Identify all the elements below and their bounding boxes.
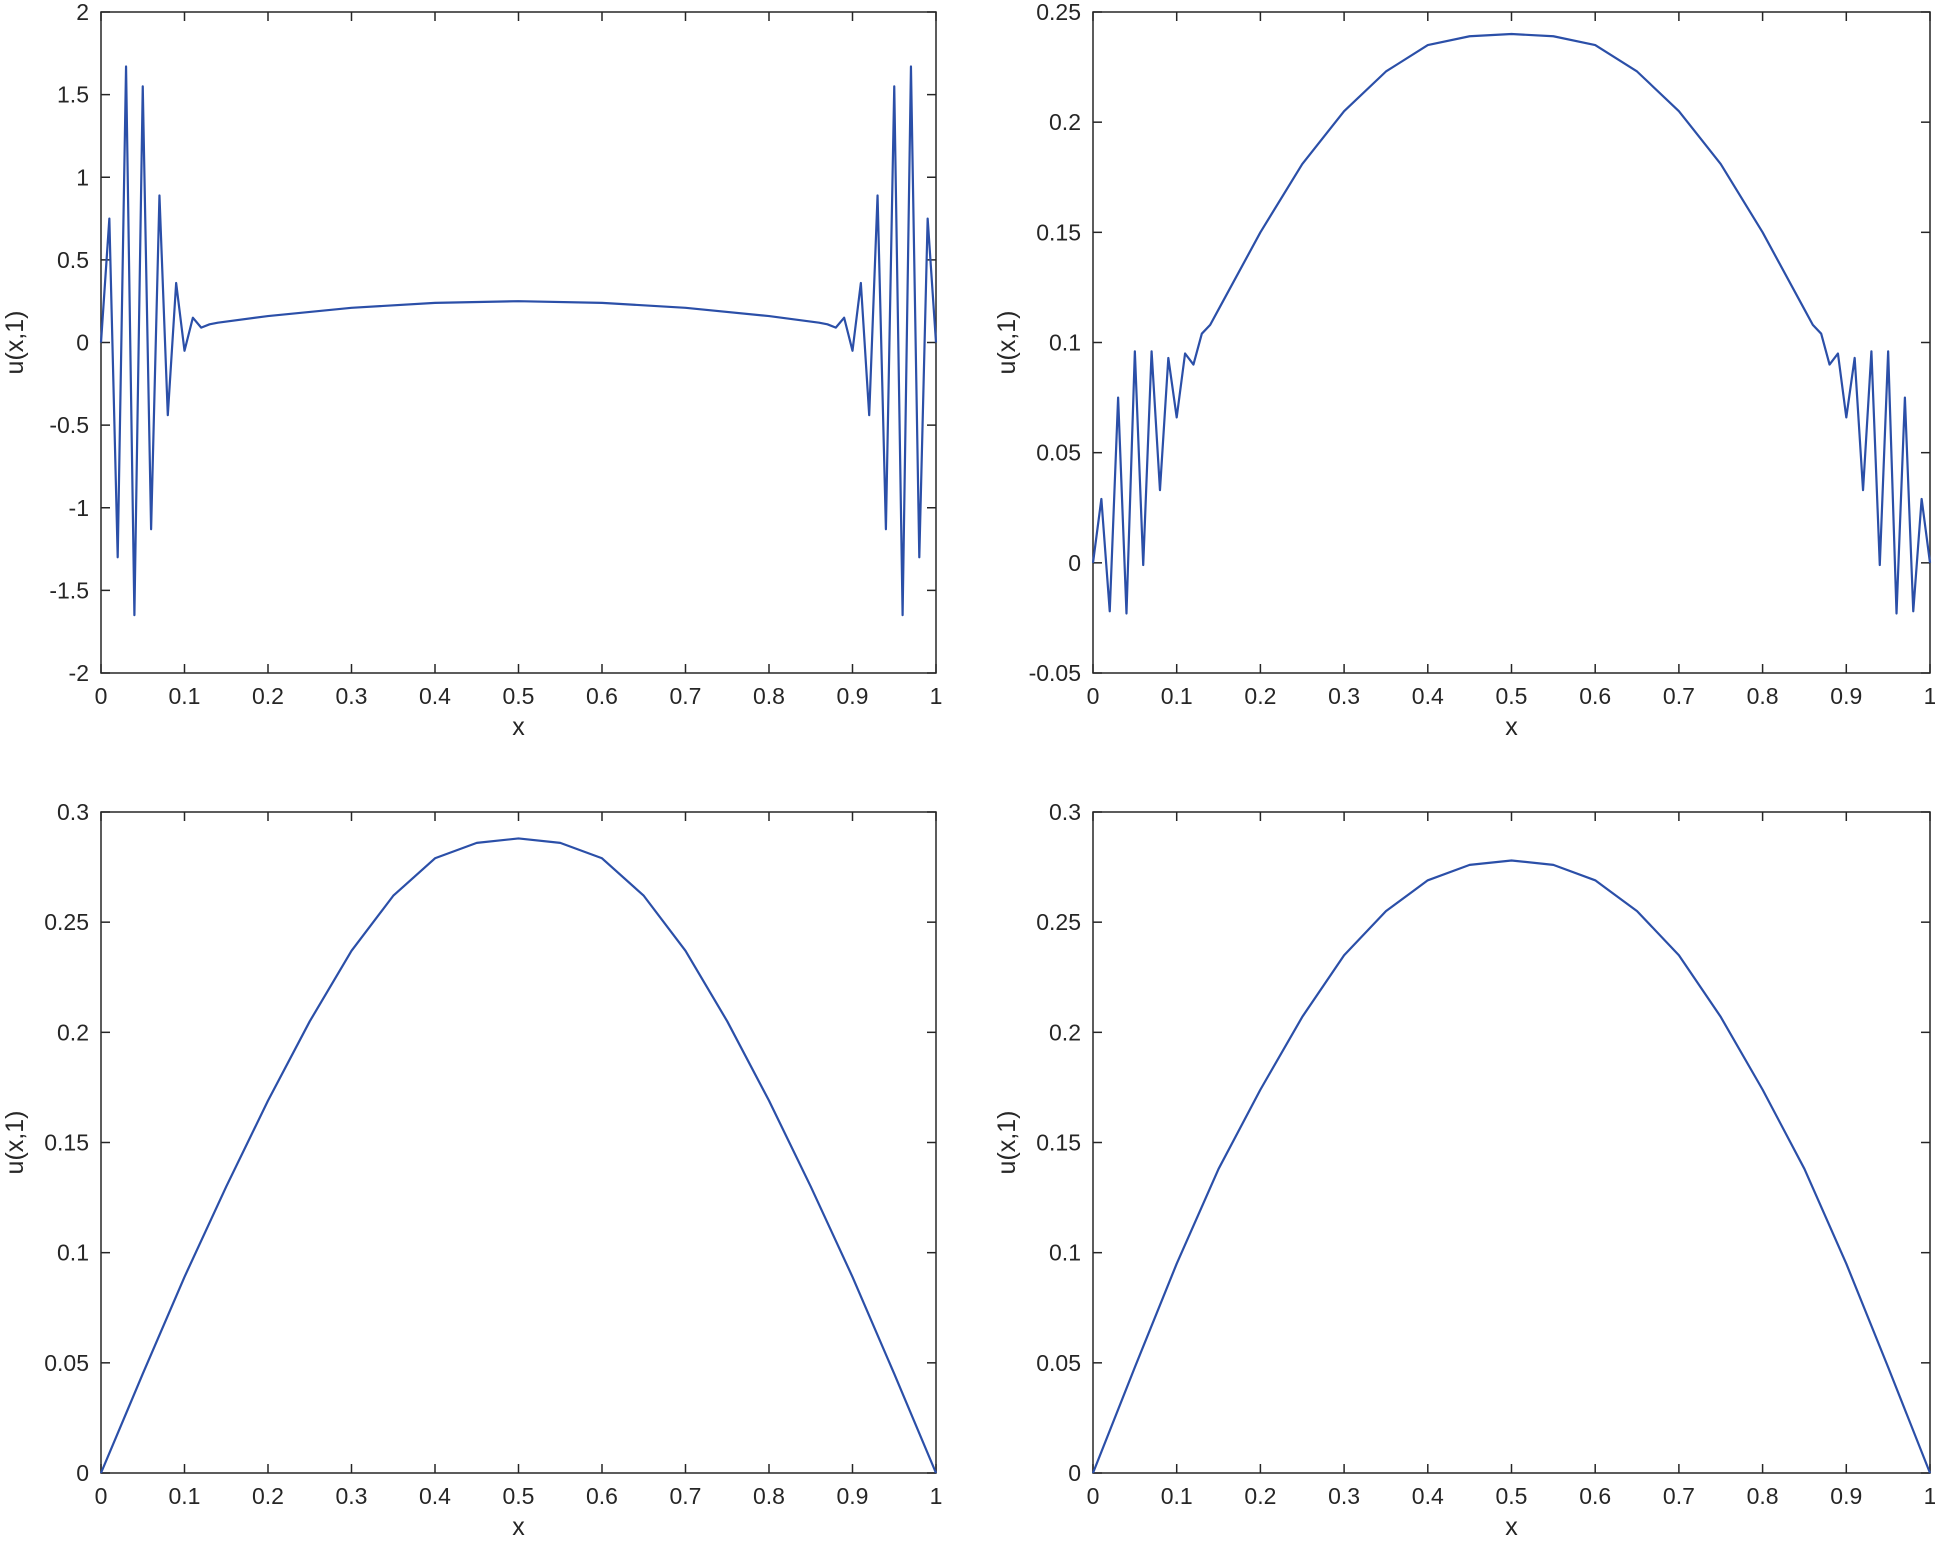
chart-panel-4: 0 0.1 0.2 0.3 0.4 0.5 0.6 0.7 0.8 0.9 1 0 0.05 0.1 0.1… [993, 799, 1935, 1541]
y-tick-label: 1.5 [57, 82, 89, 108]
y-tick-label: 0.25 [44, 909, 89, 935]
series-line-1 [1091, 859, 1932, 1474]
x-tick-label: 0.2 [252, 683, 284, 709]
x-tick-label: 0.9 [837, 683, 869, 709]
x-tick-label: 0.5 [1496, 1483, 1528, 1509]
x-tick-label: 1 [930, 683, 943, 709]
y-tick-label: 0.05 [44, 1350, 89, 1376]
x-tick-label: 0.6 [586, 1483, 618, 1509]
y-tick-label: 0.15 [44, 1130, 89, 1156]
y-tick-label: -2 [69, 660, 89, 686]
y-tick-label: 0.2 [57, 1019, 89, 1045]
y-tick-label: 0.15 [1036, 1130, 1081, 1156]
x-tick-label: 0.8 [1747, 1483, 1779, 1509]
x-axis-label: x [512, 713, 525, 741]
x-tick-label: 0.8 [753, 683, 785, 709]
plot-area [1092, 811, 1931, 1474]
y-tick-label: 0 [76, 1460, 89, 1486]
y-tick-label: 0.1 [1049, 1240, 1081, 1266]
x-tick-label: 0.5 [503, 1483, 535, 1509]
y-tick-label: 0.5 [57, 247, 89, 273]
series-line-1 [99, 65, 938, 617]
x-axis-label: x [1505, 713, 1518, 741]
plot-area [100, 11, 937, 674]
x-tick-label: 0.4 [419, 683, 451, 709]
x-tick-label: 0.6 [1579, 683, 1611, 709]
y-tick-label: -0.5 [49, 412, 89, 438]
y-tick-label: 0.2 [1049, 109, 1081, 135]
y-tick-label: -1.5 [49, 577, 89, 603]
x-tick-label: 0.6 [1579, 1483, 1611, 1509]
x-axis-label: x [512, 1513, 525, 1541]
x-tick-label: 0.3 [336, 1483, 368, 1509]
x-tick-label: 0 [1087, 1483, 1100, 1509]
x-tick-label: 0.6 [586, 683, 618, 709]
x-tick-label: 0.4 [419, 1483, 451, 1509]
x-tick-label: 0 [1087, 683, 1100, 709]
x-tick-label: 0.3 [1328, 1483, 1360, 1509]
x-tick-label: 0.7 [1663, 1483, 1695, 1509]
y-tick-label: -1 [69, 495, 89, 521]
x-tick-label: 0.5 [503, 683, 535, 709]
x-tick-label: 0.7 [670, 1483, 702, 1509]
y-tick-label: -0.05 [1029, 660, 1081, 686]
y-tick-label: 2 [76, 0, 89, 25]
y-tick-label: 0.3 [1049, 799, 1081, 825]
y-axis-label: u(x,1) [1, 311, 29, 375]
y-tick-label: 1 [76, 164, 89, 190]
chart-panel-1: 0 0.1 0.2 0.3 0.4 0.5 0.6 0.7 0.8 0.9 1 -2 -1.5 -1 -0.… [1, 0, 942, 741]
x-tick-label: 0.9 [837, 1483, 869, 1509]
x-tick-label: 0.2 [1244, 1483, 1276, 1509]
x-tick-label: 0 [95, 683, 108, 709]
x-tick-label: 0.1 [1161, 683, 1193, 709]
x-tick-label: 0.2 [1244, 683, 1276, 709]
y-axis-label: u(x,1) [993, 311, 1021, 375]
y-tick-label: 0.15 [1036, 219, 1081, 245]
y-tick-label: 0 [1068, 1460, 1081, 1486]
y-tick-label: 0.1 [1049, 330, 1081, 356]
plot-area [1092, 11, 1931, 674]
x-tick-label: 0.2 [252, 1483, 284, 1509]
series-line-1 [99, 837, 938, 1474]
x-tick-label: 0.1 [1161, 1483, 1193, 1509]
x-tick-label: 1 [930, 1483, 943, 1509]
y-axis-label: u(x,1) [993, 1111, 1021, 1175]
x-tick-label: 0.7 [1663, 683, 1695, 709]
x-tick-label: 0.4 [1412, 1483, 1444, 1509]
y-tick-label: 0.05 [1036, 440, 1081, 466]
y-tick-label: 0.05 [1036, 1350, 1081, 1376]
x-tick-label: 0.1 [169, 1483, 201, 1509]
y-tick-label: 0 [1068, 550, 1081, 576]
y-tick-label: 0 [76, 330, 89, 356]
y-tick-label: 0.25 [1036, 0, 1081, 25]
x-tick-label: 0.1 [169, 683, 201, 709]
x-tick-label: 0.7 [670, 683, 702, 709]
x-tick-label: 0.3 [336, 683, 368, 709]
x-tick-label: 0.9 [1830, 1483, 1862, 1509]
y-tick-label: 0.1 [57, 1240, 89, 1266]
x-tick-label: 0.3 [1328, 683, 1360, 709]
x-tick-label: 0.8 [753, 1483, 785, 1509]
x-tick-label: 0 [95, 1483, 108, 1509]
x-tick-label: 0.4 [1412, 683, 1444, 709]
x-tick-label: 0.5 [1496, 683, 1528, 709]
y-tick-label: 0.2 [1049, 1019, 1081, 1045]
series-line-1 [1091, 32, 1932, 615]
x-axis-label: x [1505, 1513, 1518, 1541]
x-tick-label: 1 [1924, 683, 1935, 709]
y-tick-label: 0.3 [57, 799, 89, 825]
chart-panel-3: 0 0.1 0.2 0.3 0.4 0.5 0.6 0.7 0.8 0.9 1 0 0.05 0.1 0.1… [1, 799, 942, 1541]
x-tick-label: 0.8 [1747, 683, 1779, 709]
x-tick-label: 1 [1924, 1483, 1935, 1509]
chart-panel-2: 0 0.1 0.2 0.3 0.4 0.5 0.6 0.7 0.8 0.9 1-0.0500.050… [993, 0, 1935, 741]
plot-area [100, 811, 937, 1474]
y-axis-label: u(x,1) [1, 1111, 29, 1175]
y-tick-label: 0.25 [1036, 909, 1081, 935]
x-tick-label: 0.9 [1830, 683, 1862, 709]
